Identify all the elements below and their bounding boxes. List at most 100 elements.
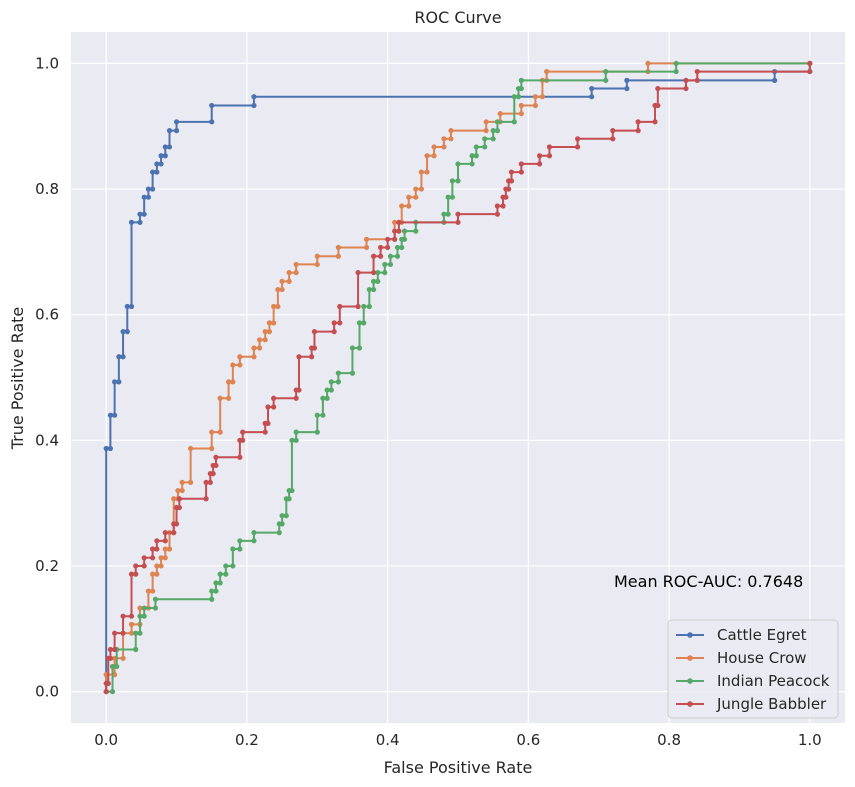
data-point (537, 161, 543, 167)
data-point (396, 228, 402, 234)
data-point (441, 211, 447, 217)
data-point (490, 128, 496, 134)
data-point (424, 153, 430, 159)
data-point (171, 496, 177, 502)
data-point (124, 303, 130, 310)
data-point (473, 144, 479, 150)
data-point (683, 85, 689, 92)
x-tick-label: 0.4 (376, 731, 400, 749)
data-point (337, 320, 343, 326)
data-point (133, 571, 139, 577)
data-point (508, 169, 515, 175)
data-point (188, 479, 194, 486)
data-point (213, 462, 219, 469)
data-point (624, 85, 630, 92)
data-point (116, 379, 122, 385)
data-point (314, 261, 320, 268)
data-point (473, 153, 479, 159)
data-point (335, 244, 341, 251)
data-point (128, 630, 135, 636)
data-point (396, 219, 402, 225)
data-point (175, 487, 181, 494)
data-point (508, 178, 515, 184)
data-point (112, 630, 118, 636)
data-point (289, 437, 295, 443)
data-point (546, 153, 553, 159)
data-point (356, 345, 363, 351)
data-point (240, 429, 246, 435)
data-point (293, 261, 299, 268)
data-point (482, 144, 488, 150)
data-point (349, 370, 356, 376)
data-point (166, 144, 173, 150)
y-tick-label: 0.2 (35, 557, 59, 575)
x-tick-label: 1.0 (798, 731, 822, 749)
data-point (207, 479, 213, 486)
x-tick-label: 0.2 (235, 731, 259, 749)
data-point (162, 530, 168, 536)
data-point (399, 244, 405, 251)
y-axis-ticks: 0.0 0.2 0.4 0.6 0.8 1.0 (35, 54, 59, 700)
data-point (441, 136, 447, 142)
y-tick-label: 1.0 (35, 54, 59, 72)
data-point (230, 362, 236, 368)
data-point (449, 194, 455, 200)
data-point (289, 487, 295, 494)
x-axis-label: False Positive Rate (384, 758, 533, 777)
data-point (154, 169, 160, 175)
data-point (133, 646, 139, 653)
data-point (497, 111, 503, 117)
data-point (511, 94, 517, 100)
data-point (449, 178, 455, 184)
data-point (128, 303, 135, 310)
data-point (337, 303, 343, 310)
data-point (137, 211, 143, 217)
data-point (392, 236, 398, 242)
data-point (589, 94, 595, 100)
data-point (230, 563, 236, 569)
data-point (266, 329, 273, 335)
data-point (589, 85, 595, 92)
data-point (511, 119, 517, 125)
data-point (539, 94, 546, 100)
data-point (363, 236, 370, 242)
data-point (494, 119, 500, 125)
data-point (392, 228, 398, 234)
data-point (237, 362, 243, 368)
gridlines (71, 32, 845, 723)
data-point (356, 320, 363, 326)
data-point (469, 161, 475, 167)
data-point (482, 136, 488, 142)
data-point (286, 278, 292, 284)
y-tick-label: 0.0 (35, 683, 59, 701)
data-point (387, 261, 394, 268)
data-point (483, 119, 489, 125)
data-point (455, 211, 461, 217)
data-point (230, 379, 236, 385)
data-point (483, 128, 489, 134)
data-point (150, 571, 156, 577)
data-point (320, 412, 326, 418)
data-point (324, 387, 330, 393)
data-point (335, 379, 341, 385)
data-point (366, 303, 372, 310)
data-point (162, 555, 168, 561)
data-point (271, 320, 277, 326)
data-point (518, 111, 524, 117)
legend-item-jungle-babbler: Jungle Babbler (676, 695, 827, 713)
data-point (532, 94, 539, 100)
data-point (251, 102, 257, 109)
x-tick-label: 0.8 (657, 731, 681, 749)
data-point (370, 253, 377, 259)
data-point (166, 128, 173, 134)
data-point (610, 128, 616, 134)
data-point (256, 337, 263, 343)
data-point (413, 228, 419, 234)
data-point (311, 329, 318, 335)
data-point (394, 253, 401, 259)
data-point (262, 329, 268, 335)
data-point (226, 395, 232, 401)
data-point (141, 555, 147, 561)
data-point (137, 219, 143, 225)
data-point (355, 269, 361, 276)
